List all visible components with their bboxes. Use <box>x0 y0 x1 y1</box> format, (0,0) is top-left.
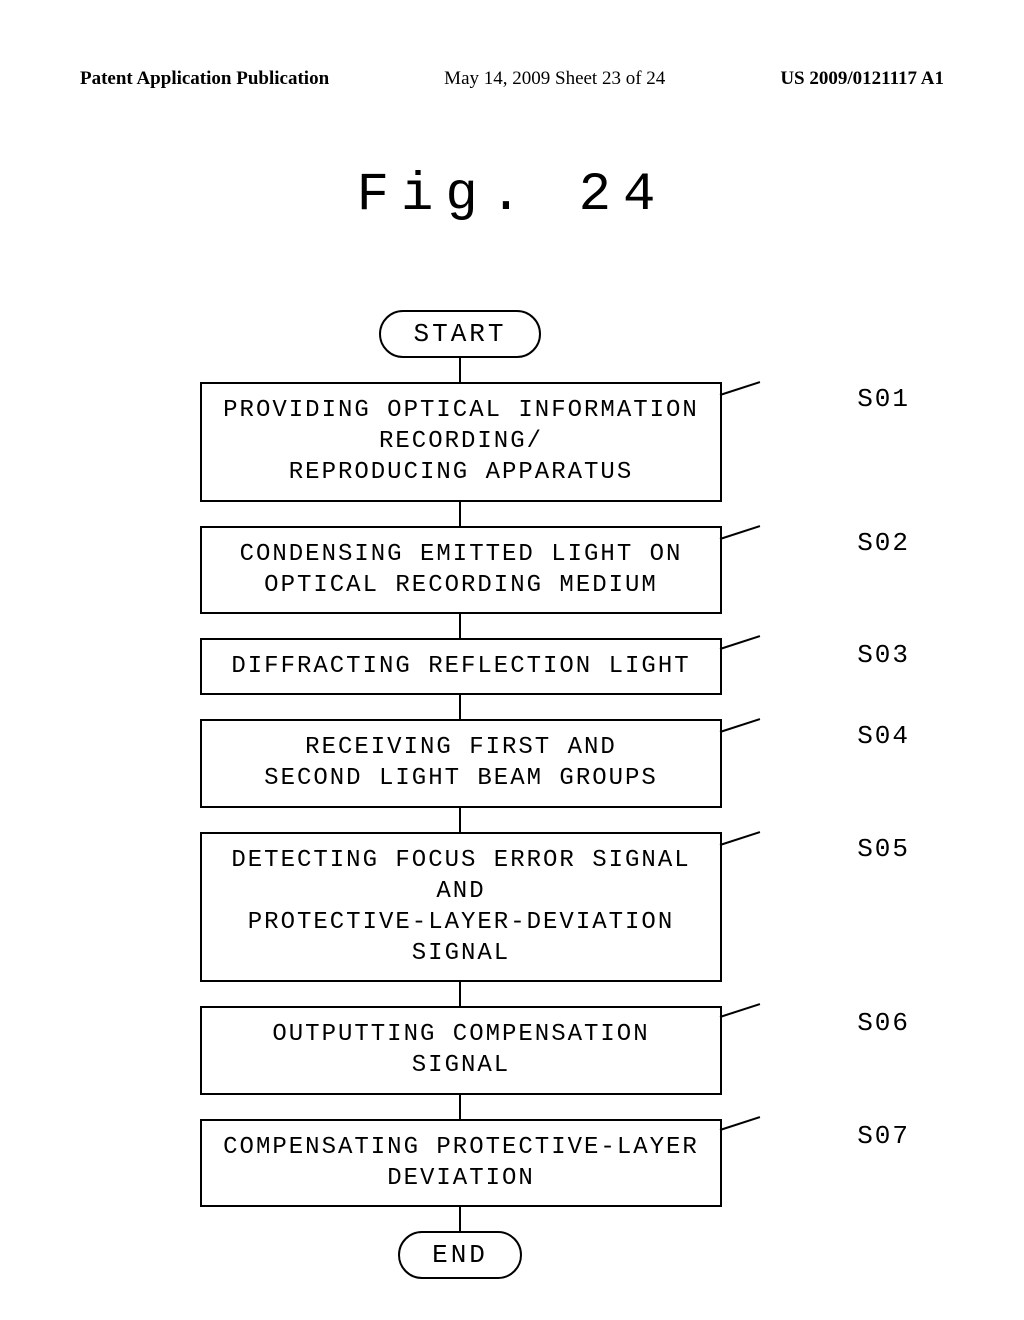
connector <box>200 358 720 382</box>
leader-line <box>720 1003 761 1018</box>
leader-line <box>720 525 761 540</box>
process-box-s01: PROVIDING OPTICAL INFORMATION RECORDING/… <box>200 382 722 502</box>
process-box-s07: COMPENSATING PROTECTIVE-LAYER DEVIATION <box>200 1119 722 1207</box>
leader-line <box>720 718 761 733</box>
step-text: SECOND LIGHT BEAM GROUPS <box>264 765 658 792</box>
header-right: US 2009/0121117 A1 <box>780 68 944 90</box>
step-label: S01 <box>857 384 910 414</box>
flowchart: START PROVIDING OPTICAL INFORMATION RECO… <box>200 310 820 1279</box>
connector <box>200 695 720 719</box>
step-label: S03 <box>857 640 910 670</box>
leader-line <box>720 381 761 396</box>
header-center: May 14, 2009 Sheet 23 of 24 <box>444 68 665 90</box>
step-text: PROVIDING OPTICAL INFORMATION RECORDING/ <box>223 397 699 455</box>
step-text: RECEIVING FIRST AND <box>305 734 617 761</box>
process-box-s06: OUTPUTTING COMPENSATION SIGNAL <box>200 1006 722 1094</box>
step-label: S02 <box>857 528 910 558</box>
step-text: DETECTING FOCUS ERROR SIGNAL AND <box>231 847 690 905</box>
page-header: Patent Application Publication May 14, 2… <box>0 68 1024 90</box>
process-box-s02: CONDENSING EMITTED LIGHT ON OPTICAL RECO… <box>200 526 722 614</box>
leader-line <box>720 635 761 650</box>
connector <box>200 502 720 526</box>
step-label: S06 <box>857 1008 910 1038</box>
connector <box>200 808 720 832</box>
process-box-s03: DIFFRACTING REFLECTION LIGHT <box>200 638 722 695</box>
step-row: OUTPUTTING COMPENSATION SIGNAL S06 <box>200 1006 820 1094</box>
connector <box>200 1095 720 1119</box>
step-text: OUTPUTTING COMPENSATION SIGNAL <box>272 1021 649 1079</box>
step-row: DETECTING FOCUS ERROR SIGNAL AND PROTECT… <box>200 832 820 983</box>
step-row: PROVIDING OPTICAL INFORMATION RECORDING/… <box>200 382 820 502</box>
start-terminator: START <box>379 310 540 358</box>
end-terminator: END <box>398 1231 522 1279</box>
step-text: PROTECTIVE-LAYER-DEVIATION SIGNAL <box>248 909 674 967</box>
step-label: S07 <box>857 1121 910 1151</box>
step-text: REPRODUCING APPARATUS <box>289 459 633 486</box>
step-label: S05 <box>857 834 910 864</box>
leader-line <box>720 1116 761 1131</box>
end-wrap: END <box>200 1231 720 1279</box>
step-text: OPTICAL RECORDING MEDIUM <box>264 572 658 599</box>
connector <box>200 614 720 638</box>
leader-line <box>720 831 761 846</box>
figure-title: Fig. 24 <box>0 165 1024 226</box>
step-text: COMPENSATING PROTECTIVE-LAYER DEVIATION <box>223 1134 699 1192</box>
process-box-s04: RECEIVING FIRST AND SECOND LIGHT BEAM GR… <box>200 719 722 807</box>
connector <box>200 1207 720 1231</box>
process-box-s05: DETECTING FOCUS ERROR SIGNAL AND PROTECT… <box>200 832 722 983</box>
step-row: CONDENSING EMITTED LIGHT ON OPTICAL RECO… <box>200 526 820 614</box>
step-row: COMPENSATING PROTECTIVE-LAYER DEVIATION … <box>200 1119 820 1207</box>
step-label: S04 <box>857 721 910 751</box>
step-row: RECEIVING FIRST AND SECOND LIGHT BEAM GR… <box>200 719 820 807</box>
step-text: CONDENSING EMITTED LIGHT ON <box>240 541 683 568</box>
start-wrap: START <box>200 310 720 358</box>
header-left: Patent Application Publication <box>80 68 329 90</box>
step-row: DIFFRACTING REFLECTION LIGHT S03 <box>200 638 820 695</box>
step-text: DIFFRACTING REFLECTION LIGHT <box>231 653 690 680</box>
connector <box>200 982 720 1006</box>
